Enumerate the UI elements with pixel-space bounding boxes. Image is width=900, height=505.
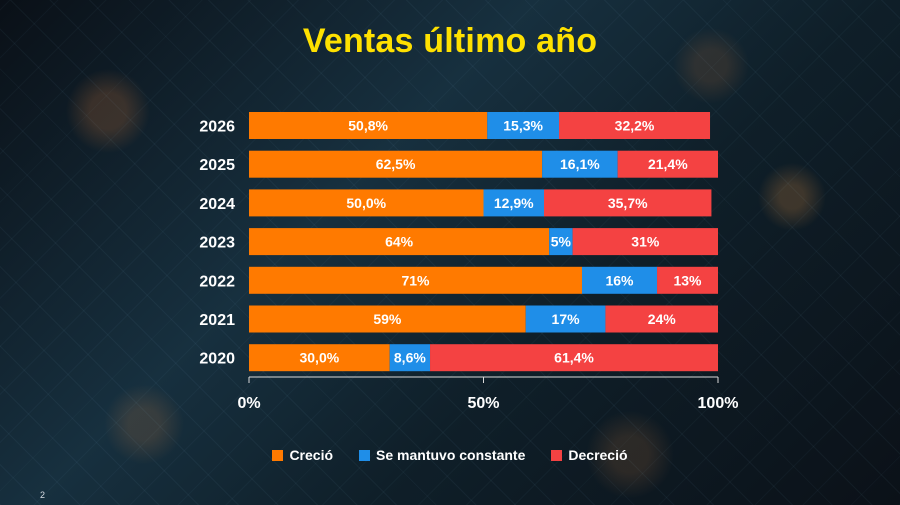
legend-label-crecio: Creció — [289, 447, 334, 463]
slide-number: 2 — [40, 490, 46, 500]
axes-layer: 2026 2025 2024 2023 2022 2021 2020 0% 50% 100% — [199, 119, 738, 413]
legend-label-se-mantuvo-constante: Se mantuvo constante — [376, 447, 526, 463]
y-tick-label-2020: 2020 — [199, 351, 235, 368]
data-label-2026-se-mantuvo-constante: 15,3% — [503, 118, 543, 134]
bar-2025-decrecio — [617, 150, 718, 178]
chart-title: Ventas último año — [302, 22, 598, 60]
bar-2025-se-mantuvo-constante — [542, 150, 618, 178]
bar-2023-se-mantuvo-constante — [549, 228, 573, 256]
legend: Creció Se mantuvo constante Decreció — [0, 447, 900, 463]
bar-2024-crecio — [249, 189, 484, 217]
legend-swatch-decrecio — [551, 449, 563, 461]
data-label-2024-decrecio: 35,7% — [608, 195, 648, 211]
legend-item-se-mantuvo-constante: Se mantuvo constante — [359, 447, 525, 463]
bar-2022-se-mantuvo-constante — [581, 266, 658, 294]
data-label-2021-decrecio: 24% — [648, 311, 677, 327]
bar-2026-crecio — [249, 112, 488, 139]
y-tick-label-2026: 2026 — [199, 119, 235, 136]
data-label-2025-se-mantuvo-constante: 16,1% — [560, 156, 600, 172]
x-tick-label-50: 50% — [467, 395, 499, 412]
bar-2020-se-mantuvo-constante — [389, 344, 431, 372]
legend-swatch-crecio — [272, 449, 284, 461]
x-tick-label-100: 100% — [698, 395, 739, 412]
y-tick-label-2022: 2022 — [199, 273, 235, 290]
bar-2026-decrecio — [559, 112, 711, 139]
data-label-2026-crecio: 50,8% — [348, 118, 388, 134]
y-tick-label-2023: 2023 — [199, 235, 235, 252]
bar-2021-se-mantuvo-constante — [525, 305, 606, 333]
bar-2025-crecio — [249, 150, 543, 178]
bar-2024-se-mantuvo-constante — [483, 189, 545, 217]
y-tick-label-2024: 2024 — [199, 196, 235, 213]
labels-layer: 50,8% 15,3% 32,2% 62,5% 16,1% 21,4% 50,0% 12,9%… — [299, 118, 702, 366]
data-label-2024-crecio: 50,0% — [346, 195, 386, 211]
legend-swatch-se-mantuvo-constante — [359, 449, 371, 461]
data-label-2023-decrecio: 31% — [631, 234, 660, 250]
data-label-2023-se-mantuvo-constante: 5% — [551, 234, 572, 250]
x-tick-label-0: 0% — [237, 395, 260, 412]
bar-2026-se-mantuvo-constante — [487, 112, 560, 139]
data-label-2020-crecio: 30,0% — [299, 350, 339, 366]
legend-item-decrecio: Decreció — [551, 447, 628, 463]
data-label-2025-crecio: 62,5% — [376, 156, 416, 172]
data-label-2024-se-mantuvo-constante: 12,9% — [494, 195, 534, 211]
legend-label-decrecio: Decreció — [568, 447, 628, 463]
bar-2021-decrecio — [605, 305, 718, 333]
data-label-2022-se-mantuvo-constante: 16% — [605, 272, 634, 288]
data-label-2022-decrecio: 13% — [673, 272, 702, 288]
data-label-2022-crecio: 71% — [401, 272, 430, 288]
bars-layer — [249, 112, 718, 372]
data-label-2025-decrecio: 21,4% — [648, 156, 688, 172]
data-label-2026-decrecio: 32,2% — [615, 118, 655, 134]
y-tick-label-2025: 2025 — [199, 157, 235, 174]
bar-2021-crecio — [249, 305, 526, 333]
data-label-2021-crecio: 59% — [373, 311, 402, 327]
bar-2023-decrecio — [572, 228, 718, 256]
bar-2024-decrecio — [544, 189, 712, 217]
bar-2023-crecio — [249, 228, 550, 256]
bar-2022-crecio — [249, 266, 582, 294]
bar-2020-crecio — [249, 344, 390, 372]
data-label-2020-decrecio: 61,4% — [554, 350, 594, 366]
data-label-2021-se-mantuvo-constante: 17% — [552, 311, 581, 327]
bar-2022-decrecio — [657, 266, 718, 294]
y-tick-label-2021: 2021 — [199, 312, 235, 329]
data-label-2023-crecio: 64% — [385, 234, 414, 250]
data-label-2020-se-mantuvo-constante: 8,6% — [394, 350, 426, 366]
bar-2020-decrecio — [430, 344, 718, 372]
legend-item-crecio: Creció — [272, 447, 333, 463]
